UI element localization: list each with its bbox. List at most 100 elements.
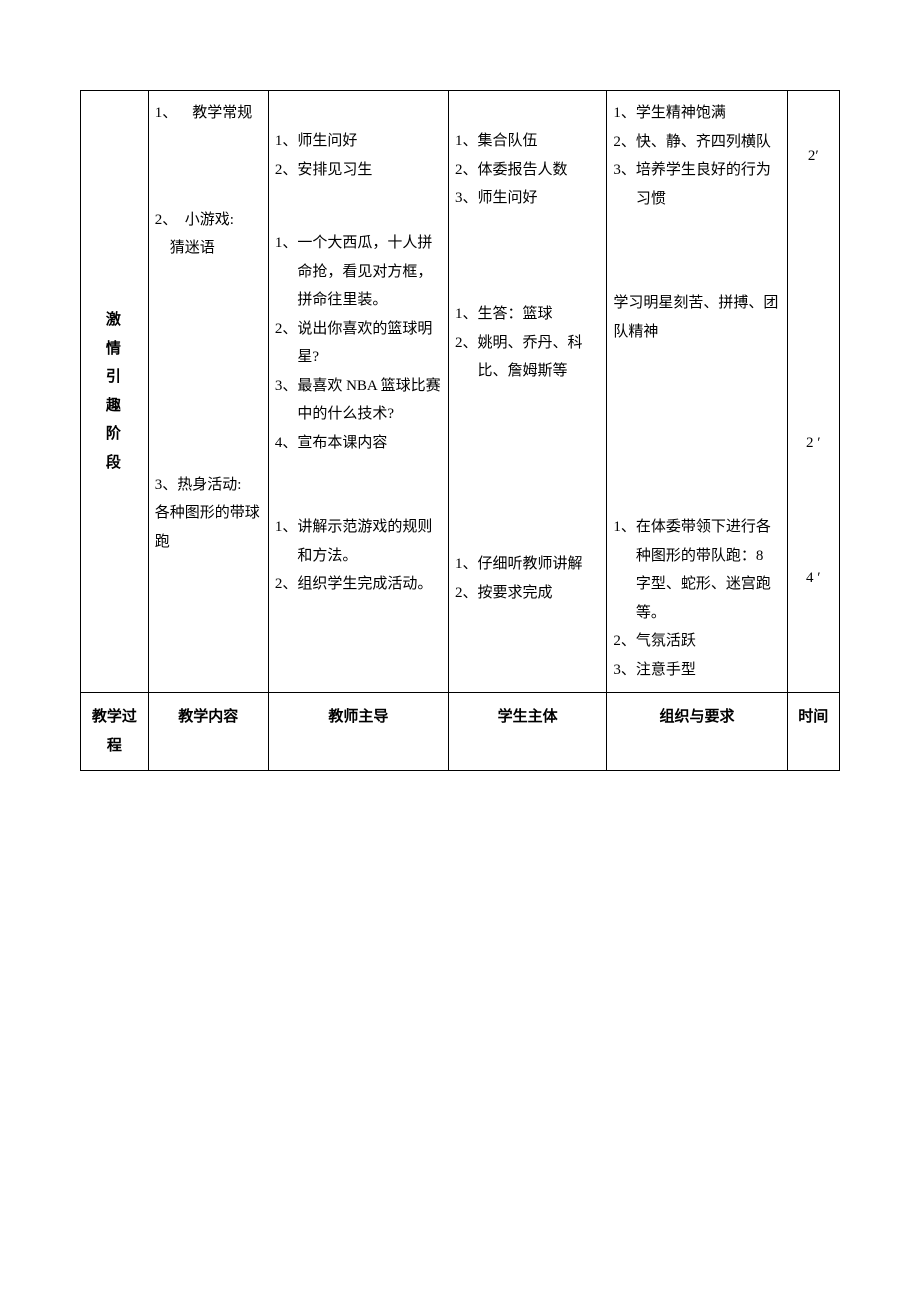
list-item: 4、宣布本课内容 (275, 429, 442, 458)
teacher-cell: 1、讲解示范游戏的规则和方法。 2、组织学生完成活动。 (268, 465, 448, 693)
item-text: 师生问好 (297, 127, 442, 156)
item-text: 快、静、齐四列横队 (636, 128, 781, 157)
header-process: 教学过程 (81, 693, 149, 771)
header-row: 教学过程 教学内容 教师主导 学生主体 组织与要求 时间 (81, 693, 840, 771)
item-number: 3、 (155, 471, 178, 500)
item-number: 3、 (275, 372, 298, 401)
item-number: 2、 (613, 627, 636, 656)
list-item: 2、按要求完成 (455, 579, 600, 608)
item-number: 1、 (613, 513, 636, 542)
item-text: 安排见习生 (297, 156, 442, 185)
list-item: 3、 热身活动: (155, 471, 262, 500)
list-item: 3、最喜欢 NBA 篮球比赛中的什么技术? (275, 372, 442, 429)
item-number: 1、 (455, 300, 478, 329)
header-org: 组织与要求 (607, 693, 787, 771)
phase-char: 段 (106, 449, 123, 478)
item-number: 2、 (155, 206, 178, 235)
item-text: 一个大西瓜，十人拼命抢，看见对方框，拼命往里装。 (297, 229, 442, 315)
item-text: 师生问好 (478, 184, 601, 213)
item-number: 1、 (275, 513, 298, 542)
list-item: 2、说出你喜欢的篮球明星? (275, 315, 442, 372)
list-item: 2、气氛活跃 (613, 627, 780, 656)
org-cell: 1、学生精神饱满 2、快、静、齐四列横队 3、培养学生良好的行为习惯 (607, 91, 787, 222)
header-content: 教学内容 (148, 693, 268, 771)
time-cell: 2 ′ (787, 221, 839, 465)
item-text: 集合队伍 (478, 127, 601, 156)
org-cell: 1、在体委带领下进行各种图形的带队跑：8 字型、蛇形、迷宫跑等。 2、气氛活跃 … (607, 465, 787, 693)
time-cell: 2′ (787, 91, 839, 222)
item-text: 体委报告人数 (478, 156, 601, 185)
time-cell: 4 ′ (787, 465, 839, 693)
teacher-cell: 1、一个大西瓜，十人拼命抢，看见对方框，拼命往里装。 2、说出你喜欢的篮球明星?… (268, 221, 448, 465)
list-item: 1、学生精神饱满 (613, 99, 780, 128)
gap (177, 206, 185, 235)
item-text: 教学常规 (192, 99, 262, 128)
list-item: 2、快、静、齐四列横队 (613, 128, 780, 157)
list-item: 2、安排见习生 (275, 156, 442, 185)
item-number: 4、 (275, 429, 298, 458)
item-number: 2、 (455, 579, 478, 608)
time-value: 2 ′ (806, 435, 821, 451)
item-number: 3、 (455, 184, 478, 213)
gap (177, 99, 192, 128)
item-number: 3、 (613, 656, 636, 685)
student-cell: 1、集合队伍 2、体委报告人数 3、师生问好 (449, 91, 607, 222)
item-text: 组织学生完成活动。 (297, 570, 442, 599)
item-text: 最喜欢 NBA 篮球比赛中的什么技术? (297, 372, 442, 429)
list-item: 1、在体委带领下进行各种图形的带队跑：8 字型、蛇形、迷宫跑等。 (613, 513, 780, 627)
header-time: 时间 (787, 693, 839, 771)
item-text: 注意手型 (636, 656, 781, 685)
list-item: 2、 小游戏: (155, 206, 262, 235)
list-item: 3、注意手型 (613, 656, 780, 685)
phase-cell: 激 情 引 趣 阶 段 (81, 91, 149, 693)
item-number: 2、 (275, 156, 298, 185)
list-item: 1、师生问好 (275, 127, 442, 156)
item-number: 1、 (155, 99, 178, 128)
list-item: 1、一个大西瓜，十人拼命抢，看见对方框，拼命往里装。 (275, 229, 442, 315)
item-number: 1、 (613, 99, 636, 128)
item-text: 各种图形的带球跑 (155, 499, 262, 556)
student-cell: 1、仔细听教师讲解 2、按要求完成 (449, 465, 607, 693)
phase-char: 激 (106, 306, 123, 335)
list-item: 3、师生问好 (455, 184, 600, 213)
phase-char: 情 (106, 335, 123, 364)
item-text: 按要求完成 (478, 579, 601, 608)
content-cell: 1、 教学常规 2、 小游戏: 猜迷语 3、 热身活动: 各种图形 (148, 91, 268, 693)
header-student: 学生主体 (449, 693, 607, 771)
list-item: 3、培养学生良好的行为习惯 (613, 156, 780, 213)
item-number: 1、 (455, 127, 478, 156)
phase-char: 趣 (106, 392, 123, 421)
item-number: 2、 (455, 329, 478, 358)
time-value: 2′ (808, 148, 819, 164)
list-item: 1、集合队伍 (455, 127, 600, 156)
item-number: 1、 (275, 127, 298, 156)
item-number: 2、 (455, 156, 478, 185)
item-text: 学习明星刻苦、拼搏、团队精神 (613, 289, 780, 346)
item-number: 2、 (613, 128, 636, 157)
item-text: 讲解示范游戏的规则和方法。 (297, 513, 442, 570)
org-cell: 学习明星刻苦、拼搏、团队精神 (607, 221, 787, 465)
item-text: 小游戏: (185, 206, 262, 235)
phase-char: 阶 (106, 420, 123, 449)
phase-char: 引 (106, 363, 123, 392)
time-value: 4 ′ (806, 570, 821, 586)
item-number: 1、 (455, 550, 478, 579)
item-text: 生答：篮球 (478, 300, 601, 329)
item-text: 在体委带领下进行各种图形的带队跑：8 字型、蛇形、迷宫跑等。 (636, 513, 781, 627)
lesson-plan-table: 激 情 引 趣 阶 段 1、 教学常规 2、 小游戏 (80, 90, 840, 771)
item-text: 热身活动: (177, 471, 262, 500)
item-number: 1、 (275, 229, 298, 258)
list-item: 1、生答：篮球 (455, 300, 600, 329)
item-number: 3、 (613, 156, 636, 185)
item-text: 宣布本课内容 (297, 429, 442, 458)
item-number: 2、 (275, 315, 298, 344)
list-item: 2、组织学生完成活动。 (275, 570, 442, 599)
list-item: 1、仔细听教师讲解 (455, 550, 600, 579)
item-text: 学生精神饱满 (636, 99, 781, 128)
item-text: 培养学生良好的行为习惯 (636, 156, 781, 213)
item-text: 猜迷语 (155, 234, 262, 263)
item-text: 说出你喜欢的篮球明星? (297, 315, 442, 372)
list-item: 1、讲解示范游戏的规则和方法。 (275, 513, 442, 570)
phase-label: 激 情 引 趣 阶 段 (87, 306, 142, 477)
item-text: 姚明、乔丹、科比、詹姆斯等 (478, 329, 601, 386)
